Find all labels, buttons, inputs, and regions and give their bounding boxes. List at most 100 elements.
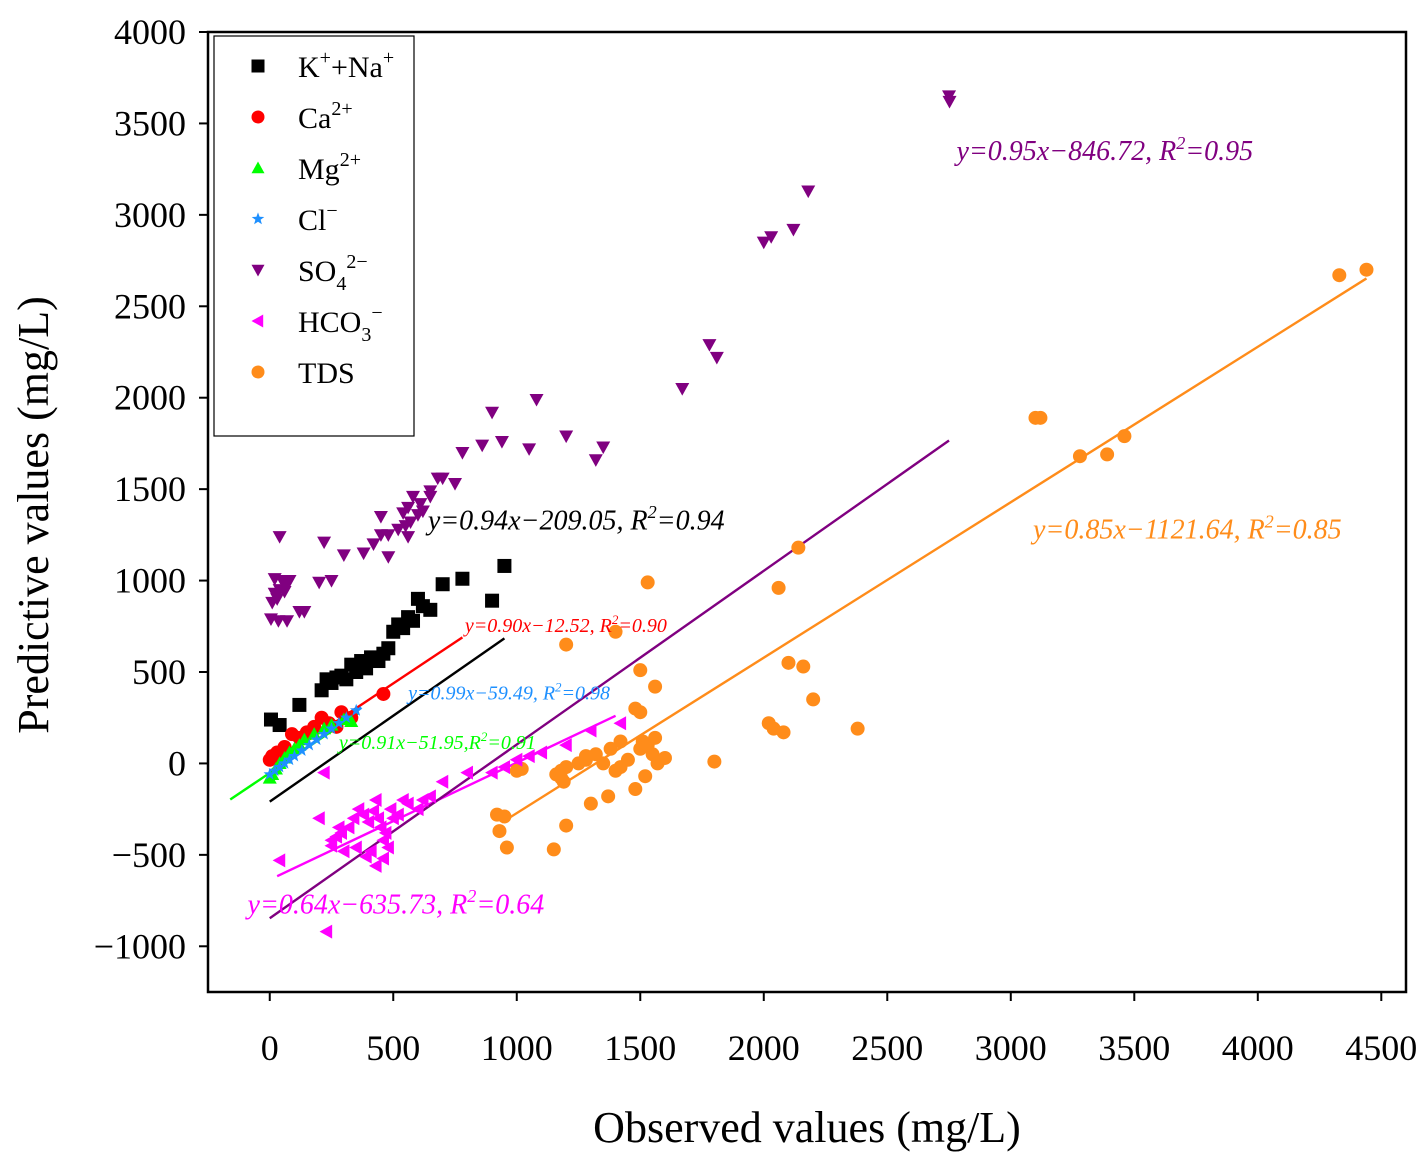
point-so4 [336,549,351,562]
point-tds [578,749,593,764]
point-hco3 [376,851,389,866]
point-tds [613,734,628,749]
y-tick-label: 1500 [114,469,186,509]
point-cl [317,727,331,740]
legend-item-cl: Cl− [251,200,338,237]
x-tick-label: 2500 [851,1028,923,1068]
point-so4 [356,547,371,561]
point-so4 [455,446,470,460]
legend-label-hco3: HCO3− [298,302,383,346]
point-kna [406,613,421,628]
point-so4 [588,454,603,467]
series-tds [490,262,1374,857]
data-points [262,90,1374,939]
series-so4 [263,90,957,628]
legend-marker-hco3 [251,314,264,328]
point-so4 [529,393,544,407]
x-tick-label: 2000 [728,1028,800,1068]
equation-hco3: y=0.64x−635.73, R2=0.64 [245,886,545,920]
x-tick-label: 1000 [481,1028,553,1068]
point-cl [268,764,281,777]
point-tds [603,741,618,756]
equation-cl: y=0.99x−59.49, R2=0.98 [406,679,610,704]
point-so4 [381,551,396,564]
point-hco3 [368,858,382,873]
series-hco3 [272,716,627,939]
point-so4 [675,382,690,396]
point-ca [376,686,391,701]
point-cl [283,753,296,766]
point-hco3 [346,811,360,826]
point-so4 [312,576,327,590]
legend-marker-mg [251,161,265,174]
point-hco3 [341,820,355,835]
point-kna [497,558,512,573]
point-tds [638,769,653,784]
point-hco3 [312,811,325,826]
point-so4 [942,95,957,109]
point-hco3 [460,765,473,780]
point-so4 [401,501,416,515]
point-tds [556,774,571,789]
y-tick-label: 4000 [114,12,186,52]
y-axis-title: Predictive values (mg/L) [9,296,58,733]
y-axis-ticks: −1000 −500 0 500 1000 1500 2000 2500 3000 3500 400… [94,12,208,966]
point-so4 [401,531,416,544]
legend-item-kna: K++Na+ [251,47,394,84]
point-tds [554,763,569,778]
point-tds [648,730,663,745]
point-kna [292,697,307,712]
point-tds [648,679,663,694]
point-kna [435,577,450,592]
point-hco3 [366,803,380,818]
legend-item-mg: Mg2+ [251,149,361,186]
point-so4 [415,505,430,519]
point-cl [340,711,353,724]
point-tds [559,637,574,652]
legend-label-kna: K++Na+ [298,47,394,84]
point-tds [492,824,507,839]
legend-marker-so4 [251,264,265,277]
legend-item-ca: Ca2+ [251,98,353,135]
point-hco3 [336,844,350,859]
point-cl [349,703,363,716]
point-so4 [475,439,490,453]
point-kna [359,661,374,676]
point-tds [583,796,598,811]
point-so4 [282,574,297,588]
point-mg [344,714,359,727]
point-cl [263,767,276,780]
point-so4 [406,490,421,504]
point-kna [423,602,438,617]
point-kna [455,571,470,586]
point-tds [1100,447,1115,462]
y-tick-label: 2000 [114,378,186,418]
point-hco3 [317,765,330,780]
point-hco3 [583,723,597,738]
point-tds [771,580,786,595]
equation-ca: y=0.90x−12.52, R2=0.90 [463,612,667,637]
legend-marker-tds [251,365,265,379]
x-tick-label: 500 [366,1028,420,1068]
point-so4 [596,441,611,455]
point-tds [707,754,722,769]
legend-marker-cl [251,212,265,225]
point-hco3 [331,820,345,835]
point-so4 [435,472,450,486]
point-hco3 [559,738,572,753]
point-so4 [324,574,339,588]
point-hco3 [497,760,511,775]
point-hco3 [410,802,424,817]
series-ca [262,686,391,767]
point-hco3 [272,853,286,868]
legend-frame [213,35,415,437]
x-tick-label: 0 [261,1028,279,1068]
point-tds [601,789,616,804]
y-tick-label: 1000 [114,561,186,601]
series-cl [263,703,363,780]
point-hco3 [435,774,449,789]
point-tds [1072,449,1087,464]
point-hco3 [324,833,338,848]
point-so4 [317,536,332,550]
legend-label-so4: SO42− [298,251,368,295]
